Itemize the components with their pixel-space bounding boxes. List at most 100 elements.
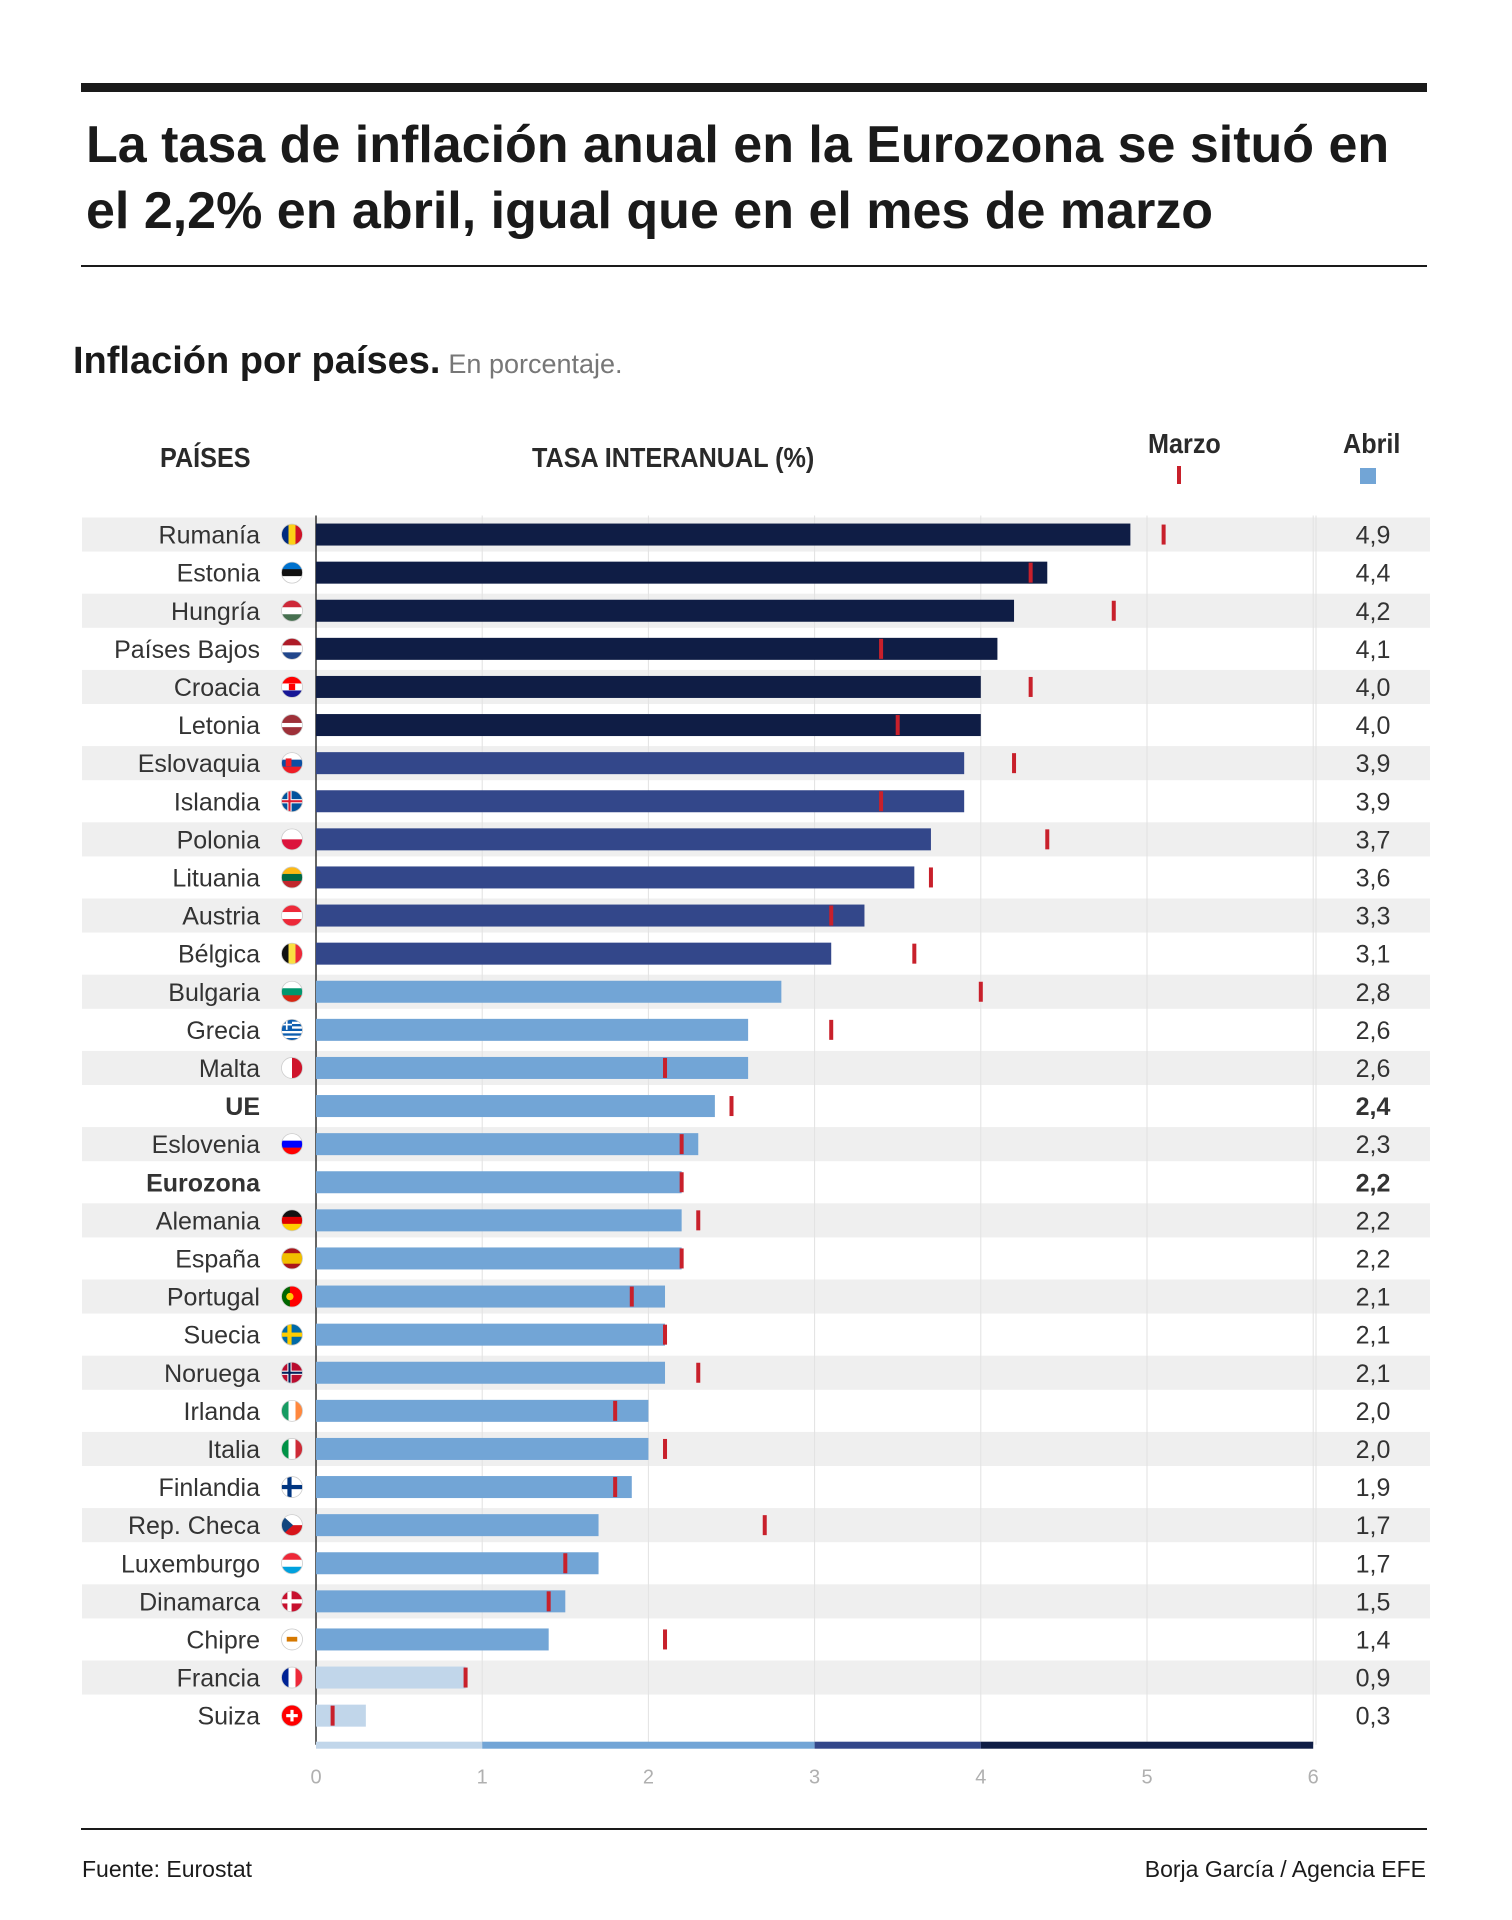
flag-portugal-icon: [281, 1285, 303, 1308]
bar-ue: [316, 1095, 715, 1118]
flag-paises-bajos-icon: [281, 637, 303, 660]
flag-suecia-icon: [281, 1323, 303, 1346]
column-header-rate: TASA INTERANUAL (%): [532, 442, 815, 473]
row-stripe: [82, 1203, 1430, 1238]
country-label-luxemburgo: Luxemburgo: [121, 1550, 260, 1578]
country-label-islandia: Islandia: [174, 788, 260, 816]
bar-noruega: [316, 1361, 666, 1384]
value-label-espana: 2,2: [1356, 1245, 1391, 1273]
country-label-suiza: Suiza: [197, 1703, 260, 1731]
bar-suecia: [316, 1323, 666, 1346]
x-tick-label-3: 3: [809, 1767, 820, 1789]
row-stripe: [82, 1279, 1430, 1314]
march-marker-grecia: [829, 1019, 834, 1040]
row-stripe: [82, 1355, 1430, 1390]
bar-islandia: [316, 790, 965, 813]
flag-malta-icon: [281, 1057, 303, 1079]
x-tick-label-5: 5: [1141, 1767, 1152, 1789]
row-stripe: [82, 1050, 1430, 1085]
value-label-croacia: 4,0: [1356, 674, 1391, 702]
value-label-eurozona: 2,2: [1356, 1169, 1391, 1197]
bar-alemania: [316, 1209, 682, 1232]
value-label-irlanda: 2,0: [1356, 1398, 1391, 1426]
march-marker-croacia: [1028, 676, 1033, 697]
country-label-irlanda: Irlanda: [184, 1398, 261, 1426]
flag-grecia-icon: [281, 1018, 303, 1041]
country-label-polonia: Polonia: [177, 826, 260, 854]
march-marker-paises-bajos: [879, 638, 884, 659]
chart-subtitle-text: Inflación por países.: [73, 340, 441, 382]
flag-luxemburgo-icon: [281, 1552, 303, 1575]
value-label-suecia: 2,1: [1356, 1322, 1391, 1350]
value-label-paises-bajos: 4,1: [1356, 636, 1391, 664]
flag-finlandia-icon: [281, 1476, 303, 1498]
country-label-rep-checa: Rep. Checa: [128, 1512, 260, 1540]
march-marker-alemania: [696, 1210, 701, 1231]
bar-bulgaria: [316, 980, 782, 1003]
color-scale-3-4: [814, 1741, 981, 1749]
title-rule: [81, 265, 1427, 267]
value-label-francia: 0,9: [1356, 1665, 1391, 1693]
march-marker-polonia: [1045, 829, 1050, 850]
march-marker-austria: [829, 905, 834, 926]
bar-malta: [316, 1056, 749, 1079]
bar-luxemburgo: [316, 1552, 599, 1575]
footer-rule: [81, 1828, 1427, 1830]
value-label-rep-checa: 1,7: [1356, 1512, 1391, 1540]
country-label-ue: UE: [225, 1093, 260, 1121]
country-label-grecia: Grecia: [186, 1017, 260, 1045]
country-label-finlandia: Finlandia: [159, 1474, 261, 1502]
flag-irlanda-icon: [281, 1399, 303, 1422]
value-label-polonia: 3,7: [1356, 826, 1391, 854]
country-label-letonia: Letonia: [178, 712, 260, 740]
bar-croacia: [316, 675, 981, 698]
bar-estonia: [316, 561, 1048, 584]
country-label-eurozona: Eurozona: [146, 1169, 261, 1197]
bar-rep-checa: [316, 1514, 599, 1537]
bar-portugal: [316, 1285, 666, 1308]
row-stripe: [82, 1127, 1430, 1162]
country-label-dinamarca: Dinamarca: [139, 1588, 260, 1616]
legend-april-swatch: [1360, 468, 1376, 484]
march-marker-dinamarca: [546, 1591, 551, 1612]
bar-eslovaquia: [316, 752, 965, 775]
march-marker-rumania: [1161, 524, 1166, 545]
country-label-bulgaria: Bulgaria: [168, 979, 260, 1007]
bar-polonia: [316, 828, 931, 851]
value-label-eslovenia: 2,3: [1356, 1131, 1391, 1159]
flag-belgica-icon: [281, 942, 303, 965]
bar-suiza: [316, 1704, 366, 1727]
march-marker-italia: [663, 1438, 668, 1459]
flag-islandia-icon: [281, 790, 303, 813]
column-header-countries: PAÍSES: [160, 442, 251, 473]
bar-francia: [316, 1666, 466, 1689]
row-stripe: [82, 1584, 1430, 1619]
march-marker-luxemburgo: [563, 1553, 568, 1574]
value-label-chipre: 1,4: [1356, 1626, 1391, 1654]
country-label-lituania: Lituania: [172, 864, 260, 892]
country-label-alemania: Alemania: [156, 1207, 260, 1235]
color-scale-0-1: [316, 1741, 483, 1749]
flag-rumania-icon: [281, 523, 303, 546]
legend-march-marker: [1177, 466, 1181, 484]
country-label-noruega: Noruega: [164, 1360, 260, 1388]
value-label-suiza: 0,3: [1356, 1703, 1391, 1731]
country-label-croacia: Croacia: [174, 674, 260, 702]
source-note: Fuente: Eurostat: [82, 1856, 253, 1882]
flag-eslovaquia-icon: [281, 752, 303, 775]
march-marker-chipre: [663, 1629, 668, 1650]
bar-espana: [316, 1247, 682, 1270]
country-label-portugal: Portugal: [167, 1284, 260, 1312]
value-label-grecia: 2,6: [1356, 1017, 1391, 1045]
flag-lituania-icon: [281, 866, 303, 889]
country-label-rumania: Rumanía: [159, 522, 261, 550]
country-label-austria: Austria: [182, 903, 260, 931]
value-label-noruega: 2,1: [1356, 1360, 1391, 1388]
x-tick-label-6: 6: [1308, 1767, 1319, 1789]
flag-noruega-icon: [281, 1361, 303, 1384]
color-scale-4-6: [980, 1741, 1314, 1749]
flag-suiza-icon: [281, 1704, 303, 1727]
march-marker-estonia: [1028, 562, 1033, 583]
flag-polonia-icon: [281, 828, 303, 851]
flag-bulgaria-icon: [281, 980, 303, 1003]
